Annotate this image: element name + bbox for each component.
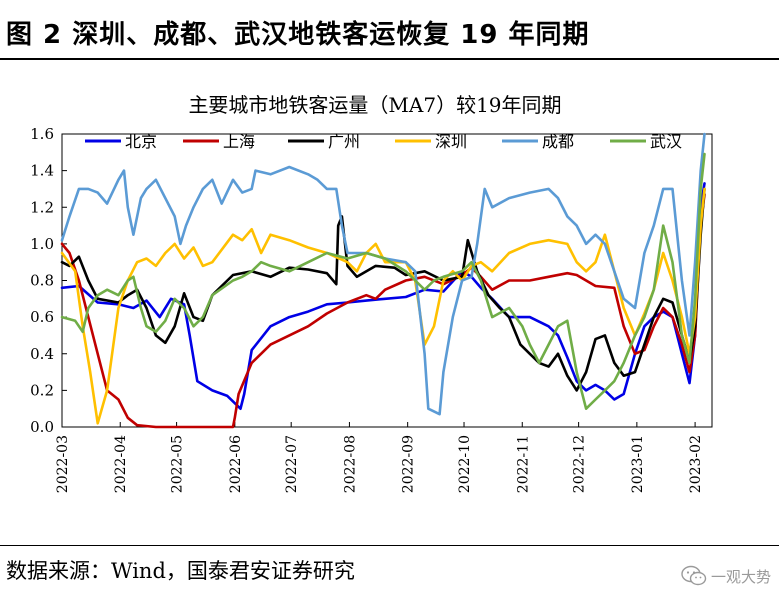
watermark-text: 一观大势 — [710, 567, 771, 586]
legend-label-2: 广州 — [328, 132, 360, 151]
chart-title: 主要城市地铁客运量（MA7）较19年同期 — [188, 93, 561, 117]
y-tick-label: 0.0 — [30, 418, 54, 436]
watermark: 一观大势 — [681, 565, 771, 587]
plot-area: 0.0 0.2 0.4 0.6 0.8 1.0 1.2 1.4 1.6 2022-03 2022-0… — [30, 125, 713, 493]
legend-label-1: 上海 — [223, 132, 255, 151]
figure-header: 图 2 深圳、成都、武汉地铁客运恢复 19 年同期 — [0, 0, 779, 62]
series-line-2 — [60, 187, 706, 392]
series-line-3 — [60, 187, 706, 425]
header-divider — [0, 58, 779, 60]
chart-container: 主要城市地铁客运量（MA7）较19年同期 0.0 0.2 0.4 0.6 0.8 1.0 1… — [0, 64, 779, 534]
series-line-4 — [60, 132, 706, 416]
x-tick-label: 2022-04 — [113, 435, 129, 493]
footer-divider — [0, 545, 779, 546]
source-note: 数据来源：Wind，国泰君安证券研究 — [6, 559, 355, 583]
x-tick-label: 2022-10 — [457, 435, 473, 493]
legend-label-4: 成都 — [542, 132, 574, 151]
x-tick-label: 2022-03 — [55, 435, 71, 493]
y-tick-label: 0.4 — [30, 345, 54, 363]
figure-title: 图 2 深圳、成都、武汉地铁客运恢复 19 年同期 — [6, 20, 590, 50]
y-tick-label: 0.2 — [30, 381, 54, 399]
series-line-0 — [60, 182, 706, 410]
y-tick-label: 1.6 — [30, 125, 54, 143]
y-tick-label: 1.2 — [30, 198, 54, 216]
x-tick-label: 2022-06 — [228, 435, 244, 493]
x-tick-label: 2022-08 — [342, 435, 358, 493]
y-tick-label: 0.8 — [30, 272, 54, 290]
plot-frame — [61, 133, 713, 428]
x-tick-label: 2022-09 — [401, 435, 417, 493]
x-tick-label: 2022-05 — [170, 435, 186, 493]
y-tick-label: 1.0 — [30, 235, 54, 253]
x-tick-label: 2022-11 — [515, 435, 531, 493]
x-tick-label: 2022-07 — [284, 435, 300, 493]
y-tick-label: 0.6 — [30, 308, 54, 326]
x-tick-label: 2022-12 — [572, 435, 588, 493]
line-chart: 主要城市地铁客运量（MA7）较19年同期 0.0 0.2 0.4 0.6 0.8 1.0 1… — [30, 93, 713, 493]
y-tick-label: 1.4 — [30, 162, 54, 180]
x-tick-label: 2023-01 — [630, 435, 646, 493]
legend-label-3: 深圳 — [435, 132, 467, 151]
x-tick-label: 2023-02 — [688, 435, 704, 493]
wechat-icon — [681, 565, 707, 586]
series-line-5 — [60, 152, 706, 410]
legend-label-0: 北京 — [125, 132, 157, 151]
legend-label-5: 武汉 — [650, 132, 682, 151]
